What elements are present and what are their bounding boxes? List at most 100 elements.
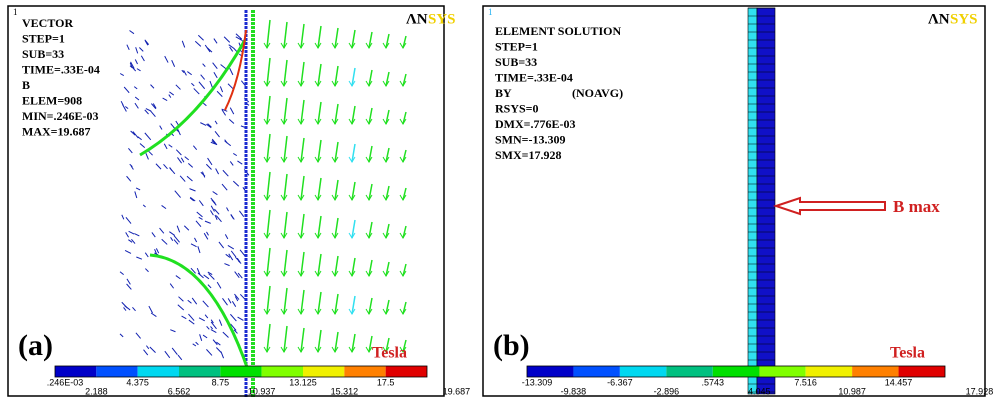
vector-arrow: [266, 285, 271, 315]
vector-arrow: [129, 163, 133, 168]
arrow-head: [314, 194, 322, 201]
vector-arrow: [222, 169, 229, 177]
vector-arrow: [124, 305, 131, 311]
vector-arrow: [195, 341, 199, 346]
vector-arrow: [224, 140, 232, 147]
vector-arrow: [214, 214, 218, 220]
legend-label: 17.5: [377, 377, 395, 387]
vector-arrow: [150, 103, 157, 110]
legend-label: 10.937: [248, 386, 276, 396]
vector-arrow: [164, 350, 171, 359]
vector-arrow: [151, 232, 156, 238]
vector-arrow: [177, 354, 183, 361]
vector-arrow: [181, 315, 187, 320]
arrow-head: [365, 232, 373, 239]
arrow-head: [280, 118, 288, 125]
arrow-head: [382, 232, 390, 239]
panel-border: [7, 5, 445, 397]
vector-arrow: [317, 139, 322, 163]
legend-label: 14.457: [885, 377, 913, 387]
vector-arrow: [203, 232, 209, 240]
vector-arrow: [140, 55, 145, 62]
arrow-head: [314, 156, 322, 163]
arrow-head: [297, 118, 305, 125]
arrow-head: [382, 118, 390, 125]
vector-arrow: [198, 317, 205, 322]
vector-arrow: [202, 102, 207, 107]
colorbar-segment: [712, 366, 760, 377]
arrow-head: [348, 80, 356, 87]
vector-arrow: [135, 187, 141, 191]
info-line: SUB=33: [22, 47, 64, 61]
vector-arrow: [216, 90, 223, 97]
colorbar-segment: [344, 366, 386, 377]
vector-arrow: [183, 70, 187, 76]
vector-arrow: [234, 271, 240, 279]
vector-arrow: [183, 225, 190, 231]
vector-arrow: [226, 207, 229, 212]
vector-arrow: [187, 299, 192, 304]
field-curve: [149, 253, 250, 371]
vector-arrow: [211, 138, 218, 146]
vector-arrow: [232, 180, 240, 187]
info-line: SMX=17.928: [495, 148, 562, 162]
arrow-head: [263, 118, 271, 125]
arrow-head: [365, 118, 373, 125]
vector-arrow: [266, 95, 271, 125]
vector-arrow: [207, 284, 212, 289]
arrow-head: [399, 346, 407, 353]
vector-arrow: [351, 333, 356, 353]
arrow-head: [331, 308, 339, 315]
arrow-head: [382, 80, 390, 87]
vector-arrow: [219, 86, 224, 93]
vector-arrow: [221, 109, 227, 116]
vector-arrow: [214, 120, 218, 125]
panel-label: (b): [493, 329, 530, 362]
legend-label: -2.896: [654, 386, 680, 396]
vector-arrow: [132, 306, 136, 312]
arrow-head: [382, 346, 390, 353]
vector-arrow: [230, 214, 234, 219]
vector-arrow: [368, 221, 373, 239]
vector-arrow: [402, 35, 407, 49]
arrow-head: [331, 42, 339, 49]
vector-arrow: [131, 238, 136, 244]
vector-arrow: [368, 69, 373, 87]
vector-arrow: [222, 298, 228, 306]
vector-arrow: [194, 40, 202, 47]
colorbar-segment: [805, 366, 853, 377]
arrow-head: [280, 42, 288, 49]
vector-arrow: [134, 191, 138, 199]
vector-arrow: [300, 175, 305, 201]
vector-arrow: [266, 19, 271, 49]
vector-arrow: [231, 301, 237, 307]
vector-arrow: [134, 59, 138, 65]
unit-label: Tesla: [372, 345, 407, 362]
vector-arrow: [136, 256, 143, 260]
annotation-arrow: [772, 196, 886, 216]
info-suffix: (NOAVG): [572, 86, 623, 100]
arrow-head: [314, 270, 322, 277]
vector-arrow: [283, 135, 288, 163]
vector-arrow: [128, 147, 133, 154]
arrow-head: [399, 194, 407, 201]
vector-arrow: [233, 329, 238, 334]
vector-arrow: [351, 29, 356, 49]
vector-arrow: [155, 248, 160, 254]
vector-arrow: [161, 238, 168, 245]
vector-arrow: [204, 44, 211, 53]
vector-arrow: [188, 313, 195, 321]
legend-label: 8.75: [212, 377, 230, 387]
vector-arrow: [119, 73, 125, 77]
vector-arrow: [206, 349, 213, 356]
arrow-head: [314, 42, 322, 49]
legend-label: .5743: [702, 377, 725, 387]
vector-arrow: [163, 163, 168, 170]
vector-arrow: [192, 343, 197, 347]
vector-arrow: [126, 44, 130, 51]
legend-label: -13.309: [522, 377, 553, 387]
vector-arrow: [210, 321, 217, 330]
arrow-head: [365, 308, 373, 315]
arrow-head: [331, 270, 339, 277]
